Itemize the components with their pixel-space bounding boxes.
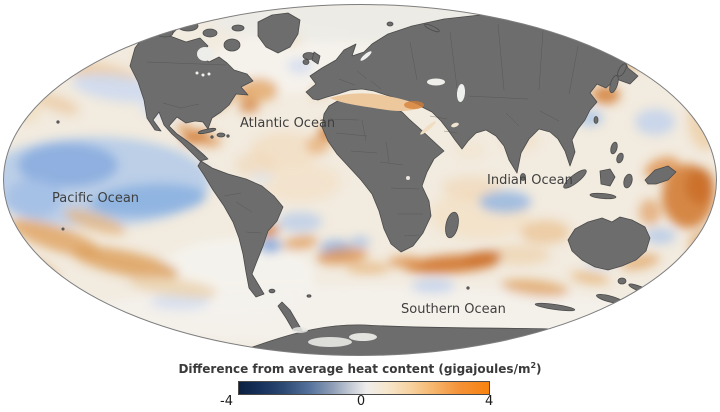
colorbar-tick-min: -4	[220, 394, 233, 409]
lake-victoria	[406, 176, 410, 180]
world-map	[3, 4, 717, 356]
ocean-label-pacific: Pacific Ocean	[52, 191, 140, 206]
mediterranean-east-warm	[404, 101, 424, 109]
legend-title-close: )	[536, 362, 542, 376]
great-lake-3	[207, 72, 211, 76]
hudson-bay	[197, 47, 213, 61]
country-borders	[146, 23, 579, 237]
continent-australia	[567, 216, 651, 271]
island-jamaica	[210, 135, 214, 139]
continent-eurasia	[305, 13, 659, 174]
island-borneo	[599, 168, 616, 187]
island-britain	[311, 51, 321, 65]
ocean-label-indian: Indian Ocean	[487, 173, 573, 188]
island-java	[589, 192, 617, 200]
island-hispaniola	[216, 132, 226, 138]
baltic-sea	[360, 51, 372, 61]
antarctic-ice-2	[349, 333, 377, 341]
island-philippines-1	[610, 141, 618, 155]
mediterranean-sea	[330, 93, 422, 112]
island-novaya-zemlya	[424, 23, 440, 33]
island-cuba	[197, 128, 217, 134]
antarctic-ice-3	[292, 327, 308, 333]
inland-water	[195, 47, 466, 347]
caspian-sea	[456, 84, 466, 102]
island-japan-hokkaido	[617, 63, 627, 77]
great-lake-2	[201, 73, 205, 77]
island-tasmania	[617, 277, 627, 285]
continent-greenland	[257, 12, 301, 54]
arctic-island-4	[231, 24, 245, 32]
island-hawaii	[56, 120, 60, 124]
legend-title: Difference from average heat content (gi…	[0, 361, 720, 376]
ocean-label-atlantic: Atlantic Ocean	[240, 116, 336, 131]
colorbar-tick-max: 4	[485, 394, 494, 409]
black-sea	[427, 78, 445, 86]
island-baffin	[223, 38, 241, 52]
colorbar-tick-zero: 0	[356, 394, 366, 409]
island-sulawesi	[623, 173, 633, 189]
island-philippines-2	[616, 152, 624, 164]
island-sumatra	[563, 169, 587, 189]
ocean-label-southern: Southern Ocean	[401, 302, 506, 317]
island-kerguelen	[466, 286, 470, 290]
persian-gulf	[451, 122, 459, 128]
red-sea	[420, 121, 436, 135]
island-taiwan	[593, 116, 599, 124]
island-sri-lanka	[520, 173, 526, 181]
great-lake-1	[195, 71, 199, 75]
island-new-guinea	[644, 165, 677, 185]
island-south-georgia	[306, 294, 312, 298]
arctic-island-2	[202, 28, 218, 38]
colorbar-gradient	[238, 381, 490, 395]
island-puerto-rico	[226, 134, 230, 138]
globe-outline	[3, 4, 717, 356]
antarctic-ice-1	[308, 337, 352, 347]
legend-title-text: Difference from average heat content (gi…	[178, 362, 531, 376]
island-falklands	[268, 288, 276, 294]
island-svalbard	[386, 21, 394, 27]
island-galapagos	[61, 227, 65, 231]
island-ireland	[302, 59, 310, 65]
island-subantarctic	[534, 302, 576, 312]
legend-title-superscript: 2	[530, 361, 537, 370]
island-japan-honshu	[609, 74, 619, 94]
island-madagascar	[445, 211, 459, 239]
continent-south-america	[197, 160, 284, 298]
